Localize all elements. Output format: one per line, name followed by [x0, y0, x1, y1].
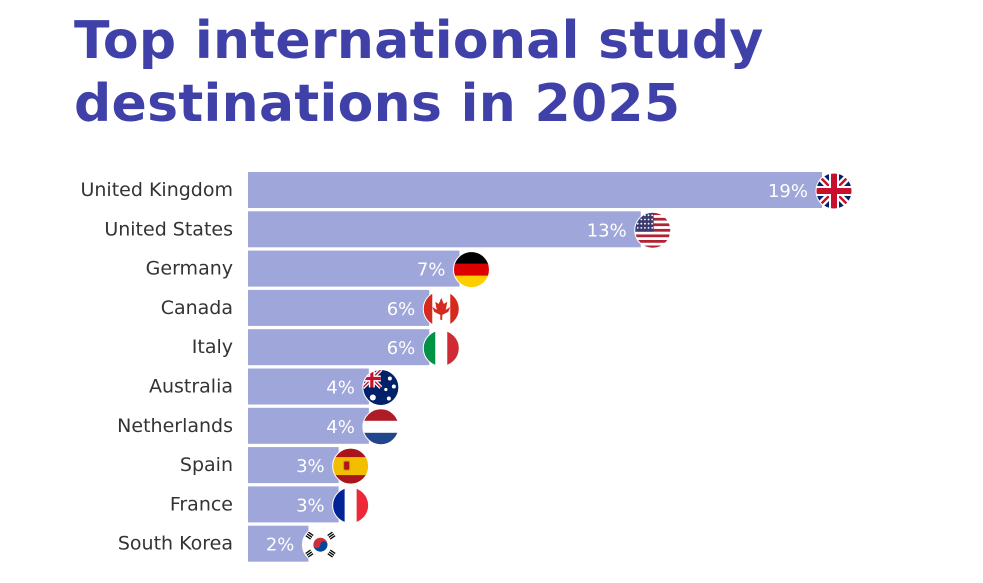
- category-label: Netherlands: [117, 415, 233, 437]
- category-label: Canada: [161, 297, 233, 319]
- bar-france: [248, 486, 339, 523]
- australia-flag-icon: [362, 369, 400, 406]
- bar-united-kingdom: [248, 172, 822, 208]
- value-label: 7%: [417, 260, 446, 281]
- chart-title-line-1: Top international study: [74, 11, 764, 71]
- spain-flag-icon: [332, 447, 370, 485]
- canada-flag-icon: [422, 290, 460, 328]
- category-label: United Kingdom: [80, 179, 233, 201]
- category-label: Italy: [192, 336, 233, 358]
- bar-canada: [248, 289, 430, 326]
- bar-netherlands: [248, 407, 369, 444]
- bar-spain: [248, 447, 339, 484]
- category-label: South Korea: [118, 533, 233, 555]
- south-korea-flag-icon: [301, 526, 339, 564]
- value-label: 6%: [387, 299, 416, 320]
- france-flag-icon: [332, 486, 370, 524]
- value-label: 13%: [587, 220, 627, 241]
- value-label: 19%: [768, 181, 808, 202]
- bar-south-korea: [248, 525, 309, 562]
- us-flag-icon: [634, 211, 672, 249]
- category-label: Spain: [180, 454, 233, 476]
- value-label: 4%: [326, 417, 355, 438]
- chart-title: Top international study destinations in …: [74, 10, 764, 136]
- category-label: Australia: [149, 376, 233, 398]
- germany-flag-icon: [452, 251, 490, 289]
- chart-title-line-2: destinations in 2025: [74, 74, 681, 134]
- bar-germany: [248, 250, 460, 287]
- italy-flag-icon: [422, 329, 460, 367]
- category-label: France: [170, 493, 233, 515]
- bar-australia: [248, 368, 369, 405]
- value-label: 6%: [387, 338, 416, 359]
- value-label: 3%: [296, 495, 325, 516]
- category-label: United States: [104, 218, 233, 240]
- value-label: 4%: [326, 378, 355, 399]
- value-label: 3%: [296, 456, 325, 477]
- uk-flag-icon: [815, 172, 853, 210]
- category-label: Germany: [146, 258, 233, 280]
- value-label: 2%: [266, 535, 295, 556]
- bar-italy: [248, 329, 430, 366]
- netherlands-flag-icon: [362, 408, 400, 446]
- bar-united-states: [248, 211, 641, 248]
